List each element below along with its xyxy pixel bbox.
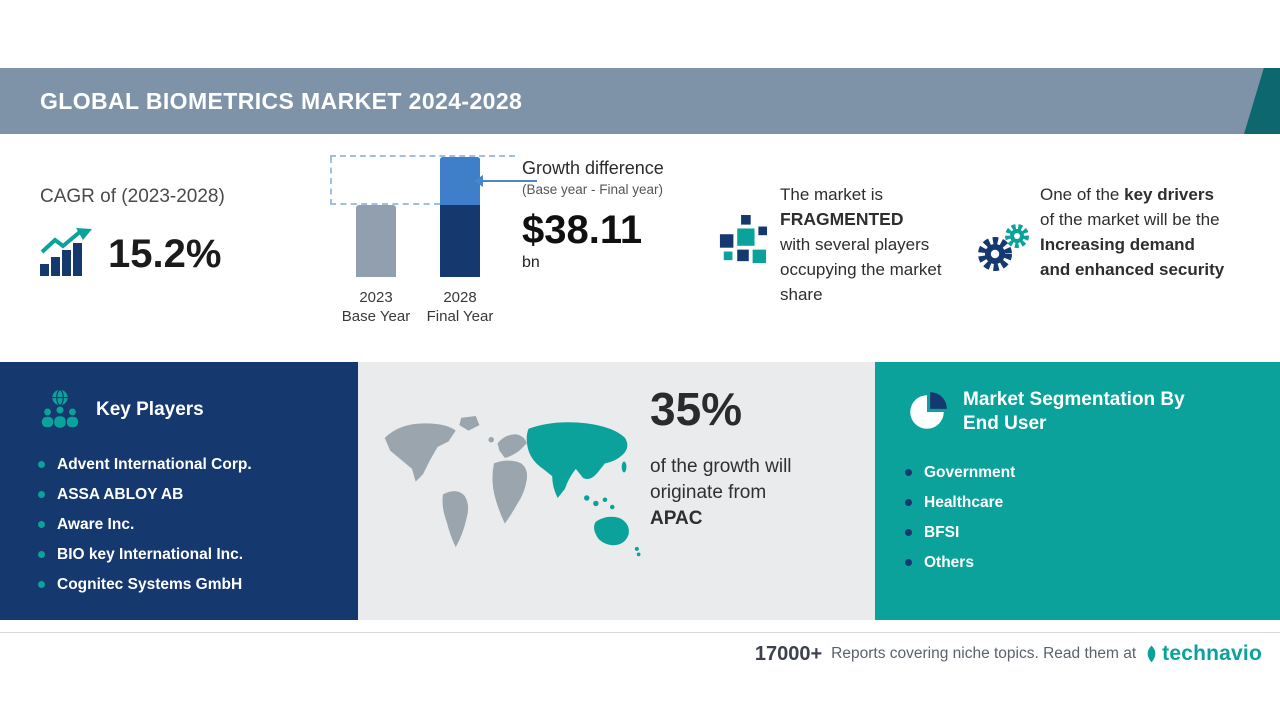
key-player-name: ASSA ABLOY AB bbox=[57, 486, 184, 503]
growth-arrow bbox=[474, 175, 537, 187]
segment-name: BFSI bbox=[924, 524, 960, 541]
growth-difference-title: Growth difference bbox=[522, 158, 664, 178]
bar-final-year bbox=[440, 157, 480, 277]
key-player-name: Advent International Corp. bbox=[57, 456, 252, 473]
regional-growth-text: 35% of the growth will originate from AP… bbox=[650, 384, 792, 532]
bullet-icon bbox=[905, 559, 912, 566]
dash-guide-base bbox=[330, 203, 440, 205]
segmentation-list: Government Healthcare BFSI Others bbox=[905, 464, 1256, 571]
bullet-icon bbox=[38, 581, 45, 588]
bar-chart-rising-arrow-icon bbox=[40, 228, 92, 276]
reports-count: 17000+ bbox=[754, 642, 823, 665]
list-item: BIO key International Inc. bbox=[38, 546, 332, 563]
bullet-icon bbox=[38, 521, 45, 528]
list-item: Healthcare bbox=[905, 494, 1256, 511]
footer: 17000+ Reports covering niche topics. Re… bbox=[0, 632, 1280, 720]
growth-difference-value: $38.11 bbox=[522, 208, 643, 252]
bar-year-final: 2028 bbox=[443, 289, 477, 306]
bullet-icon bbox=[905, 469, 912, 476]
bullet-icon bbox=[38, 491, 45, 498]
regional-growth-line1: of the growth will bbox=[650, 456, 792, 477]
list-item: ASSA ABLOY AB bbox=[38, 486, 332, 503]
key-players-title: Key Players bbox=[96, 399, 204, 420]
key-driver-pre: One of the bbox=[1040, 185, 1125, 204]
brand-name: technavio bbox=[1162, 642, 1262, 665]
key-players-list: Advent International Corp. ASSA ABLOY AB… bbox=[38, 456, 332, 593]
header-bar: GLOBAL BIOMETRICS MARKET 2024-2028 bbox=[0, 68, 1280, 134]
bullet-icon bbox=[905, 529, 912, 536]
segment-name: Government bbox=[924, 464, 1016, 481]
key-players-panel: Key Players Advent International Corp. A… bbox=[0, 362, 358, 620]
key-player-name: Aware Inc. bbox=[57, 516, 135, 533]
bar-year-base: 2023 bbox=[359, 289, 393, 306]
bar-sublabel-final: Final Year bbox=[426, 308, 494, 325]
bar-sublabel-base: Base Year bbox=[341, 308, 411, 325]
bullet-icon bbox=[905, 499, 912, 506]
fragmented-squares-icon bbox=[718, 214, 768, 271]
footer-text: Reports covering niche topics. Read them… bbox=[831, 645, 1137, 662]
list-item: BFSI bbox=[905, 524, 1256, 541]
list-item: Advent International Corp. bbox=[38, 456, 332, 473]
key-player-name: BIO key International Inc. bbox=[57, 546, 244, 563]
cagr-block: 15.2% bbox=[40, 228, 221, 276]
segment-name: Healthcare bbox=[924, 494, 1004, 511]
list-item: Government bbox=[905, 464, 1256, 481]
bullet-icon bbox=[38, 551, 45, 558]
market-structure-text: The market is FRAGMENTED with several pl… bbox=[780, 182, 945, 307]
list-item: Cognitec Systems GmbH bbox=[38, 576, 332, 593]
regional-growth-percent: 35% bbox=[650, 383, 743, 435]
regional-growth-panel: 35% of the growth will originate from AP… bbox=[358, 362, 875, 620]
technavio-leaf-icon bbox=[1147, 645, 1156, 663]
chart-area bbox=[330, 142, 537, 277]
bar-label-base: 2023 Base Year bbox=[334, 288, 418, 326]
market-structure-post: with several players occupying the marke… bbox=[780, 235, 942, 304]
growth-difference-unit: bn bbox=[522, 254, 540, 271]
segment-name: Others bbox=[924, 554, 974, 571]
gears-icon bbox=[972, 222, 1030, 279]
dash-guide-vertical bbox=[330, 157, 332, 205]
growth-difference-subtitle: (Base year - Final year) bbox=[522, 182, 664, 197]
page-title: GLOBAL BIOMETRICS MARKET 2024-2028 bbox=[40, 88, 523, 114]
market-structure-highlight: FRAGMENTED bbox=[780, 209, 904, 229]
key-driver-text: One of the key drivers of the market wil… bbox=[1040, 182, 1225, 282]
stats-row: CAGR of (2023-2028) 15.2% bbox=[0, 134, 1280, 360]
bar-base-year bbox=[356, 205, 396, 277]
segmentation-title: Market Segmentation By End User bbox=[963, 389, 1185, 434]
bullet-icon bbox=[38, 461, 45, 468]
segmentation-header: Market Segmentation By End User bbox=[905, 388, 1256, 436]
segmentation-panel: Market Segmentation By End User Governme… bbox=[875, 362, 1280, 620]
pie-chart-icon bbox=[910, 392, 947, 429]
bar-label-final: 2028 Final Year bbox=[418, 288, 502, 326]
bar-final-growth-segment bbox=[440, 157, 480, 205]
key-driver-mid: of the market will be the bbox=[1040, 210, 1220, 229]
panels-row: Key Players Advent International Corp. A… bbox=[0, 362, 1280, 620]
growth-difference-block: Growth difference (Base year - Final yea… bbox=[522, 158, 712, 272]
dash-guide-final bbox=[330, 155, 515, 157]
key-players-header: Key Players bbox=[38, 388, 332, 432]
key-player-name: Cognitec Systems GmbH bbox=[57, 576, 243, 593]
cagr-label: CAGR of (2023-2028) bbox=[40, 186, 225, 207]
technavio-logo[interactable]: technavio bbox=[1145, 642, 1262, 666]
regional-growth-lines: of the growth will originate from APAC bbox=[650, 454, 792, 532]
regional-growth-region: APAC bbox=[650, 508, 703, 529]
key-driver-bold2: Increasing demand and enhanced security bbox=[1040, 235, 1225, 279]
world-map bbox=[384, 416, 641, 557]
market-structure-pre: The market is bbox=[780, 185, 883, 204]
list-item: Others bbox=[905, 554, 1256, 571]
globe-people-icon bbox=[41, 389, 79, 429]
list-item: Aware Inc. bbox=[38, 516, 332, 533]
cagr-value: 15.2% bbox=[108, 232, 222, 276]
key-driver-bold1: key drivers bbox=[1124, 185, 1214, 204]
regional-growth-line2: originate from bbox=[650, 482, 767, 503]
growth-bar-chart: 2023 Base Year 2028 Final Year bbox=[330, 142, 537, 342]
footer-content: 17000+ Reports covering niche topics. Re… bbox=[755, 642, 1262, 666]
